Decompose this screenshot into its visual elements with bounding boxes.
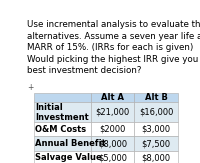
Text: $8,000: $8,000 <box>141 153 171 163</box>
Text: O&M Costs: O&M Costs <box>35 125 87 133</box>
Text: $21,000: $21,000 <box>96 108 130 117</box>
Bar <box>134 136 178 151</box>
Text: Use incremental analysis to evaluate the 2
alternatives. Assume a seven year lif: Use incremental analysis to evaluate the… <box>27 20 200 75</box>
Bar <box>34 93 91 102</box>
Bar <box>91 93 134 102</box>
Text: $2000: $2000 <box>100 125 126 133</box>
Bar <box>134 122 178 136</box>
Bar <box>91 136 134 151</box>
Text: Alt A: Alt A <box>101 93 124 102</box>
Bar <box>134 151 178 163</box>
Bar <box>91 122 134 136</box>
Text: +: + <box>27 83 34 92</box>
Bar <box>134 102 178 122</box>
Text: $8,000: $8,000 <box>98 139 127 148</box>
Text: $3,000: $3,000 <box>141 125 171 133</box>
Text: $16,000: $16,000 <box>139 108 173 117</box>
Bar <box>34 122 91 136</box>
Bar <box>91 102 134 122</box>
Text: Annual Benefit: Annual Benefit <box>35 139 106 148</box>
Text: Initial
Investment: Initial Investment <box>35 103 89 122</box>
Bar <box>34 151 91 163</box>
Text: Alt B: Alt B <box>145 93 167 102</box>
Text: $7,500: $7,500 <box>141 139 171 148</box>
Text: Salvage Value: Salvage Value <box>35 153 102 163</box>
Bar <box>34 136 91 151</box>
Text: $5,000: $5,000 <box>98 153 127 163</box>
Bar <box>34 102 91 122</box>
Bar <box>91 151 134 163</box>
Bar <box>134 93 178 102</box>
